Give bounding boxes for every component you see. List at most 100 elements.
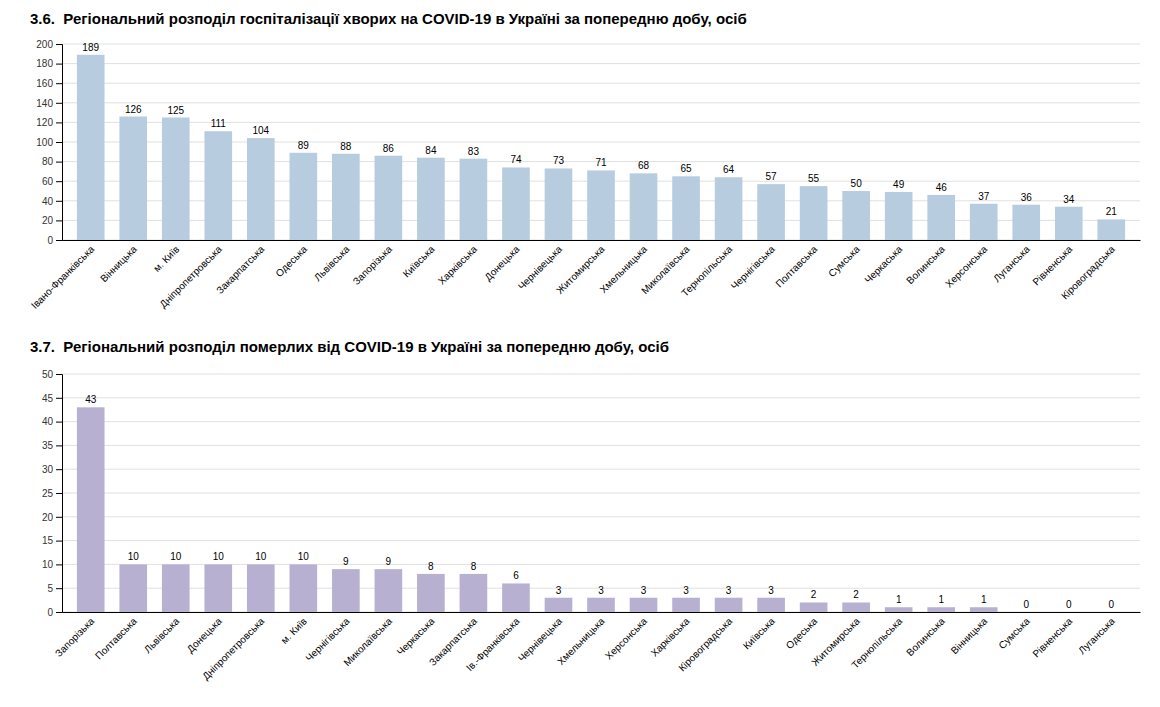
grid-line xyxy=(62,469,1140,470)
data-label: 10 xyxy=(255,551,267,562)
data-label: 50 xyxy=(851,178,863,189)
x-tick-label: м. Київ xyxy=(279,616,309,646)
y-tick-label: 15 xyxy=(42,535,54,546)
bar xyxy=(290,153,318,240)
grid xyxy=(62,44,1140,240)
data-label: 111 xyxy=(211,118,227,129)
data-label: 34 xyxy=(1063,194,1075,205)
x-tick-label: Дніпропетровська xyxy=(200,615,267,682)
bar xyxy=(502,583,530,612)
bar xyxy=(630,173,658,240)
data-label: 68 xyxy=(638,160,650,171)
y-tick-mark xyxy=(56,181,62,182)
y-axis-line xyxy=(56,45,63,241)
x-tick: Черкаська xyxy=(862,240,904,285)
y-tick-label: 120 xyxy=(36,117,53,128)
grid-line xyxy=(62,540,1140,541)
data-label: 0 xyxy=(1109,599,1115,610)
data-label: 0 xyxy=(1023,599,1029,610)
y-tick-mark xyxy=(56,142,62,143)
bar xyxy=(119,564,147,612)
x-tick-label: Вінницька xyxy=(98,243,139,284)
x-tick: Рівненська xyxy=(1030,612,1074,660)
data-label: 104 xyxy=(252,125,269,136)
y-tick: 35 xyxy=(42,440,62,451)
y-tick-mark xyxy=(56,445,62,446)
bar xyxy=(204,564,232,612)
x-tick: Тернопільська xyxy=(679,240,734,299)
y-tick-mark xyxy=(56,201,62,202)
bar xyxy=(1055,207,1083,240)
x-tick: Львівська xyxy=(142,612,182,655)
chart-canvas: 3.6. Регіональний розподіл госпіталізаці… xyxy=(0,0,1160,707)
x-tick-label: Сумська xyxy=(996,615,1032,651)
grid-line xyxy=(62,493,1140,494)
bar xyxy=(332,154,360,240)
bar xyxy=(927,195,955,240)
data-label: 3 xyxy=(556,585,562,596)
bar xyxy=(927,607,955,612)
data-label: 2 xyxy=(853,589,859,600)
y-tick-label: 80 xyxy=(42,156,54,167)
grid-line xyxy=(62,83,1140,84)
y-tick-label: 180 xyxy=(36,58,53,69)
y-tick-label: 40 xyxy=(42,416,54,427)
x-tick: Полтавська xyxy=(93,612,139,661)
data-label: 55 xyxy=(808,173,820,184)
bar xyxy=(885,192,913,240)
bar xyxy=(800,602,828,612)
x-tick: Тернопільська xyxy=(849,612,904,671)
x-tick: Луганська xyxy=(1076,612,1117,656)
x-tick-label: Полтавська xyxy=(93,615,139,661)
x-tick: Дніпропетровська xyxy=(157,240,224,310)
data-label: 89 xyxy=(298,140,310,151)
y-tick: 100 xyxy=(36,137,62,148)
y-tick: 15 xyxy=(42,535,62,546)
bar xyxy=(970,204,998,240)
x-tick-label: Черкаська xyxy=(862,243,904,285)
bar xyxy=(885,607,913,612)
x-tick: Хмельницька xyxy=(555,612,607,667)
grid xyxy=(62,374,1140,612)
data-label: 64 xyxy=(723,164,735,175)
x-axis-line xyxy=(63,612,1141,613)
x-tick: Львівська xyxy=(312,240,352,283)
data-label: 3 xyxy=(683,585,689,596)
x-axis: Івано-ФранківськаВінницькам. КиївДніпроп… xyxy=(29,240,1141,311)
data-label: 10 xyxy=(170,551,182,562)
bar xyxy=(970,607,998,612)
data-label: 86 xyxy=(383,143,395,154)
bar xyxy=(842,191,870,240)
x-tick: Луганська xyxy=(991,240,1032,284)
y-tick-label: 5 xyxy=(47,583,53,594)
data-label: 57 xyxy=(766,171,778,182)
bar xyxy=(460,159,488,240)
x-tick: Донецька xyxy=(185,612,225,655)
data-label: 0 xyxy=(1066,599,1072,610)
data-label: 3 xyxy=(768,585,774,596)
x-tick: Харківська xyxy=(649,612,692,659)
x-tick: Донецька xyxy=(482,240,522,283)
x-tick-label: Тернопільська xyxy=(849,615,904,670)
bar xyxy=(290,564,318,612)
y-tick-label: 160 xyxy=(36,78,53,89)
x-tick: Вінницька xyxy=(949,612,990,656)
y-tick-label: 45 xyxy=(42,393,54,404)
x-tick-label: Рівненська xyxy=(1030,615,1074,659)
x-tick: Ів.-Франківська xyxy=(464,612,522,673)
data-label: 9 xyxy=(343,556,349,567)
x-tick: Херсонська xyxy=(603,612,650,662)
data-label: 73 xyxy=(553,155,565,166)
y-tick-label: 50 xyxy=(42,369,54,380)
x-tick: Вінницька xyxy=(98,240,139,284)
y-tick-label: 200 xyxy=(36,39,53,50)
y-tick-mark xyxy=(56,64,62,65)
y-tick-mark xyxy=(56,612,62,613)
x-tick: Запорізька xyxy=(351,240,395,287)
y-tick-label: 30 xyxy=(42,464,54,475)
y-tick-label: 20 xyxy=(42,215,54,226)
y-tick: 10 xyxy=(42,559,62,570)
data-label: 3 xyxy=(641,585,647,596)
y-axis-line xyxy=(56,375,63,613)
bar xyxy=(247,138,275,240)
